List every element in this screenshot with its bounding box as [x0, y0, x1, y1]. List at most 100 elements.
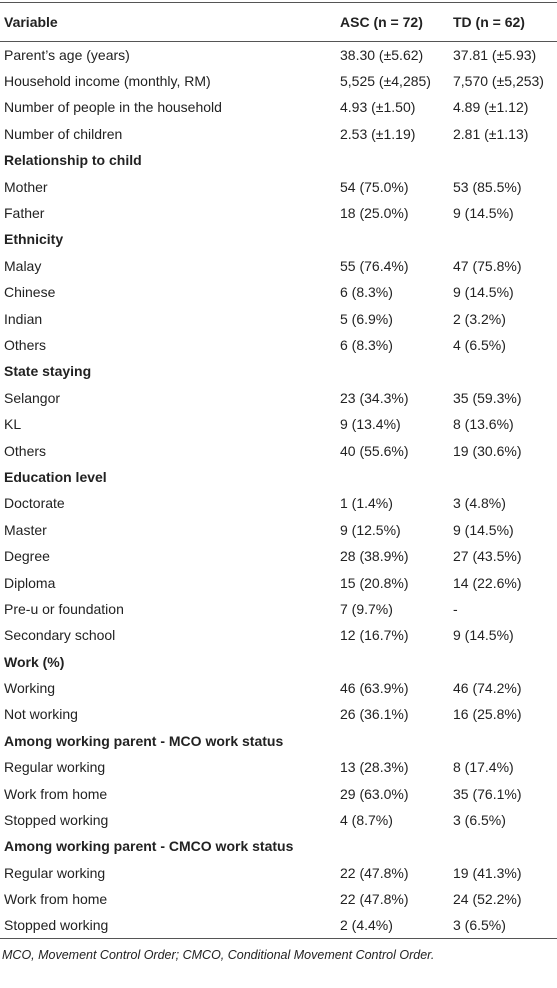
cell: 54 (75.0%) [340, 178, 409, 195]
cell: 7 (9.7%) [340, 600, 393, 617]
data-row: Number of children 2.53 (±1.19) 2.81 (±1.1… [0, 121, 557, 147]
section-row: Among working parent - MCO work status [0, 728, 557, 754]
cell: 4.89 (±1.12) [453, 99, 529, 116]
section-row: Relationship to child [0, 147, 557, 173]
cell: 28 (38.9%) [340, 548, 409, 565]
row-label: Pre-u or foundation [4, 600, 124, 617]
cell: 46 (63.9%) [340, 680, 409, 697]
cell: 40 (55.6%) [340, 442, 409, 459]
cell: 47 (75.8%) [453, 257, 522, 274]
data-row: Work from home 29 (63.0%) 35 (76.1%) [0, 780, 557, 806]
cell: 3 (6.5%) [453, 812, 506, 829]
cell: 23 (34.3%) [340, 389, 409, 406]
section-label: Relationship to child [4, 152, 142, 169]
section-label: State staying [4, 363, 92, 380]
cell: 1 (1.4%) [340, 495, 393, 512]
section-label: Among working parent - CMCO work status [4, 838, 294, 855]
cell: 8 (13.6%) [453, 416, 514, 433]
row-label: Indian [4, 310, 43, 327]
cell: 12 (16.7%) [340, 627, 409, 644]
section-row: Ethnicity [0, 226, 557, 252]
row-label: Not working [4, 706, 78, 723]
data-row: Secondary school 12 (16.7%) 9 (14.5%) [0, 622, 557, 648]
data-table: Variable ASC (n = 72) TD (n = 62) Parent’s… [0, 2, 557, 939]
header-cell: ASC (n = 72) [340, 14, 423, 30]
section-row: State staying [0, 358, 557, 384]
cell: 38.30 (±5.62) [340, 46, 424, 63]
header-row: Variable ASC (n = 72) TD (n = 62) [0, 2, 557, 42]
section-label: Work (%) [4, 653, 65, 670]
cell: 9 (14.5%) [453, 521, 514, 538]
data-row: Others 6 (8.3%) 4 (6.5%) [0, 332, 557, 358]
data-row: Parent’s age (years) 38.30 (±5.62) 37.81 (… [0, 42, 557, 68]
cell: 9 (13.4%) [340, 416, 401, 433]
row-label: Regular working [4, 864, 106, 881]
cell: 13 (28.3%) [340, 759, 409, 776]
cell: 5,525 (±4,285) [340, 73, 431, 90]
cell: 22 (47.8%) [340, 891, 409, 908]
cell: 5 (6.9%) [340, 310, 393, 327]
cell: 22 (47.8%) [340, 864, 409, 881]
data-row: Stopped working 2 (4.4%) 3 (6.5%) [0, 912, 557, 939]
data-row: Mother 54 (75.0%) 53 (85.5%) [0, 173, 557, 199]
section-row: Education level [0, 464, 557, 490]
row-label: Others [4, 442, 47, 459]
cell: 9 (12.5%) [340, 521, 401, 538]
data-row: Master 9 (12.5%) 9 (14.5%) [0, 517, 557, 543]
cell: 35 (76.1%) [453, 785, 522, 802]
row-label: Master [4, 521, 47, 538]
header-cell: Variable [4, 14, 58, 30]
cell: - [453, 600, 458, 617]
cell: 9 (14.5%) [453, 284, 514, 301]
cell: 24 (52.2%) [453, 891, 522, 908]
cell: 7,570 (±5,253) [453, 73, 544, 90]
cell: 4 (6.5%) [453, 336, 506, 353]
cell: 6 (8.3%) [340, 284, 393, 301]
cell: 2 (4.4%) [340, 917, 393, 934]
data-row: Father 18 (25.0%) 9 (14.5%) [0, 200, 557, 226]
row-label: Work from home [4, 891, 108, 908]
cell: 2 (3.2%) [453, 310, 506, 327]
cell: 18 (25.0%) [340, 205, 409, 222]
cell: 55 (76.4%) [340, 257, 409, 274]
data-row: Number of people in the household 4.93 (±… [0, 94, 557, 120]
section-label: Education level [4, 468, 107, 485]
data-row: KL 9 (13.4%) 8 (13.6%) [0, 411, 557, 437]
data-row: Regular working 22 (47.8%) 19 (41.3%) [0, 860, 557, 886]
cell: 19 (41.3%) [453, 864, 522, 881]
row-label: Work from home [4, 785, 108, 802]
cell: 14 (22.6%) [453, 574, 522, 591]
row-label: Number of children [4, 125, 123, 142]
cell: 4 (8.7%) [340, 812, 393, 829]
cell: 16 (25.8%) [453, 706, 522, 723]
row-label: Diploma [4, 574, 56, 591]
cell: 15 (20.8%) [340, 574, 409, 591]
data-row: Pre-u or foundation 7 (9.7%) - [0, 596, 557, 622]
row-label: Malay [4, 257, 42, 274]
data-row: Not working 26 (36.1%) 16 (25.8%) [0, 701, 557, 727]
data-row: Stopped working 4 (8.7%) 3 (6.5%) [0, 807, 557, 833]
cell: 46 (74.2%) [453, 680, 522, 697]
section-label: Among working parent - MCO work status [4, 732, 284, 749]
row-label: Others [4, 336, 47, 353]
data-row: Doctorate 1 (1.4%) 3 (4.8%) [0, 490, 557, 516]
cell: 27 (43.5%) [453, 548, 522, 565]
header-cell: TD (n = 62) [453, 14, 525, 30]
data-row: Others 40 (55.6%) 19 (30.6%) [0, 437, 557, 463]
row-label: Stopped working [4, 917, 109, 934]
row-label: Degree [4, 548, 50, 565]
data-row: Working 46 (63.9%) 46 (74.2%) [0, 675, 557, 701]
section-row: Work (%) [0, 648, 557, 674]
data-row: Household income (monthly, RM) 5,525 (±4,… [0, 68, 557, 94]
row-label: KL [4, 416, 22, 433]
cell: 19 (30.6%) [453, 442, 522, 459]
cell: 3 (6.5%) [453, 917, 506, 934]
table-header: Variable ASC (n = 72) TD (n = 62) [0, 2, 557, 42]
table-body: Parent’s age (years) 38.30 (±5.62) 37.81 (… [0, 42, 557, 939]
row-label: Number of people in the household [4, 99, 222, 116]
row-label: Father [4, 205, 45, 222]
cell: 8 (17.4%) [453, 759, 514, 776]
cell: 53 (85.5%) [453, 178, 522, 195]
row-label: Regular working [4, 759, 106, 776]
